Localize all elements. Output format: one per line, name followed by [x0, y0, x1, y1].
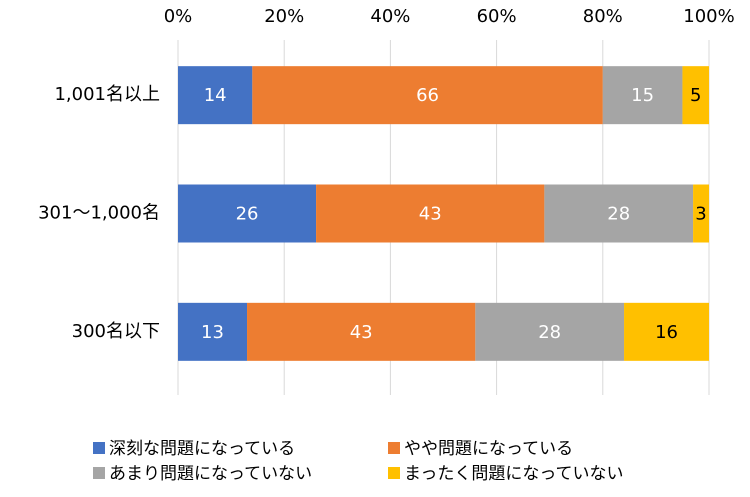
legend-label: まったく問題になっていない: [404, 464, 623, 484]
data-label: 5: [690, 85, 701, 106]
x-tick-label: 60%: [477, 6, 517, 27]
bar-segment: [178, 184, 317, 243]
data-label: 43: [350, 322, 373, 343]
x-tick-label: 40%: [370, 6, 410, 27]
data-label: 26: [236, 204, 259, 225]
y-tick-label: 300名以下: [72, 321, 160, 342]
bar-segment: [178, 302, 248, 361]
data-label: 15: [631, 85, 654, 106]
legend-swatch: [93, 467, 105, 479]
x-tick-label: 0%: [164, 6, 193, 27]
data-label: 13: [201, 322, 224, 343]
x-tick-label: 20%: [264, 6, 304, 27]
bar-segment: [682, 66, 709, 125]
data-label: 14: [204, 85, 227, 106]
data-label: 3: [695, 204, 706, 225]
legend-label: 深刻な問題になっている: [109, 439, 295, 459]
x-tick-label: 80%: [583, 6, 623, 27]
legend-label: あまり問題になっていない: [109, 464, 312, 484]
data-label: 66: [416, 85, 439, 106]
bar-segment: [624, 302, 709, 361]
bar-segment: [693, 184, 709, 243]
bar-segment: [252, 66, 603, 125]
bar-segment: [316, 184, 545, 243]
legend-swatch: [388, 467, 400, 479]
data-label: 28: [607, 204, 630, 225]
bar-segment: [247, 302, 476, 361]
y-tick-label: 301～1,000名: [38, 203, 160, 224]
legend-swatch: [93, 442, 105, 454]
bar-segment: [178, 66, 253, 125]
data-label: 28: [538, 322, 561, 343]
x-tick-label: 100%: [683, 6, 734, 27]
data-label: 16: [655, 322, 678, 343]
bar-segment: [544, 184, 694, 243]
legend-label: やや問題になっている: [404, 439, 573, 459]
bar-segment: [602, 66, 683, 125]
y-tick-label: 1,001名以上: [54, 84, 160, 105]
data-label: 43: [419, 204, 442, 225]
bar-segment: [475, 302, 625, 361]
legend-swatch: [388, 442, 400, 454]
